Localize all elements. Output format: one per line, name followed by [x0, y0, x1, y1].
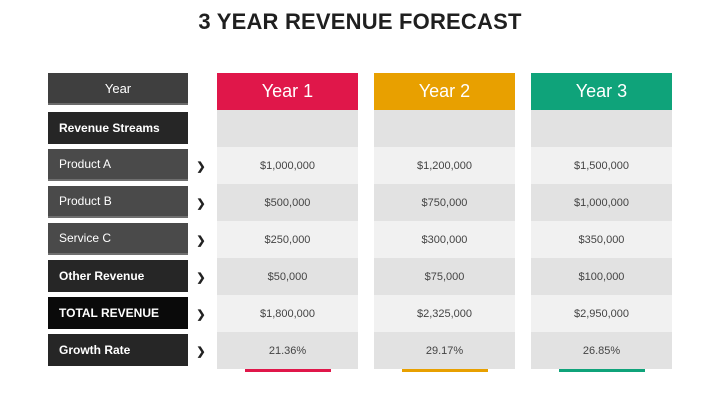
- year-2-product-a: $1,200,000: [374, 147, 515, 184]
- label-service-c: Service C: [48, 223, 188, 255]
- chevron-right-icon: ❯: [196, 197, 206, 210]
- year-1-product-b: $500,000: [217, 184, 358, 221]
- year-2-total-revenue: $2,325,000: [374, 295, 515, 332]
- year-2-other-revenue: $75,000: [374, 258, 515, 295]
- year-2-revenue-streams-cell: [374, 110, 515, 147]
- year-3-growth-rate: 26.85%: [531, 332, 672, 369]
- year-1-other-revenue: $50,000: [217, 258, 358, 295]
- year-2-service-c: $300,000: [374, 221, 515, 258]
- year-3-product-b: $1,000,000: [531, 184, 672, 221]
- label-product-b: Product B: [48, 186, 188, 218]
- label-growth-rate: Growth Rate: [48, 334, 188, 366]
- year-3-other-revenue: $100,000: [531, 258, 672, 295]
- chevron-right-icon: ❯: [196, 160, 206, 173]
- year-1-column: Year 1 $1,000,000 $500,000 $250,000 $50,…: [217, 73, 358, 372]
- year-2-underline: [401, 369, 488, 372]
- year-3-header: Year 3: [531, 73, 672, 110]
- year-1-growth-rate: 21.36%: [217, 332, 358, 369]
- year-1-header: Year 1: [217, 73, 358, 110]
- year-3-total-revenue: $2,950,000: [531, 295, 672, 332]
- chevron-right-icon: ❯: [196, 234, 206, 247]
- page-title: 3 YEAR REVENUE FORECAST: [198, 9, 522, 34]
- year-header-label: Year: [48, 73, 188, 105]
- year-2-column: Year 2 $1,200,000 $750,000 $300,000 $75,…: [374, 73, 515, 372]
- chevron-right-icon: ❯: [196, 345, 206, 358]
- year-2-header: Year 2: [374, 73, 515, 110]
- year-1-service-c: $250,000: [217, 221, 358, 258]
- label-revenue-streams: Revenue Streams: [48, 112, 188, 144]
- year-1-revenue-streams-cell: [217, 110, 358, 147]
- chevron-right-icon: ❯: [196, 271, 206, 284]
- year-3-service-c: $350,000: [531, 221, 672, 258]
- year-3-product-a: $1,500,000: [531, 147, 672, 184]
- label-other-revenue: Other Revenue: [48, 260, 188, 292]
- year-2-growth-rate: 29.17%: [374, 332, 515, 369]
- year-3-revenue-streams-cell: [531, 110, 672, 147]
- year-3-column: Year 3 $1,500,000 $1,000,000 $350,000 $1…: [531, 73, 672, 372]
- year-1-product-a: $1,000,000: [217, 147, 358, 184]
- year-3-underline: [558, 369, 645, 372]
- label-total-revenue: TOTAL REVENUE: [48, 297, 188, 329]
- label-product-a: Product A: [48, 149, 188, 181]
- year-1-total-revenue: $1,800,000: [217, 295, 358, 332]
- year-2-product-b: $750,000: [374, 184, 515, 221]
- year-1-underline: [244, 369, 331, 372]
- chevron-right-icon: ❯: [196, 308, 206, 321]
